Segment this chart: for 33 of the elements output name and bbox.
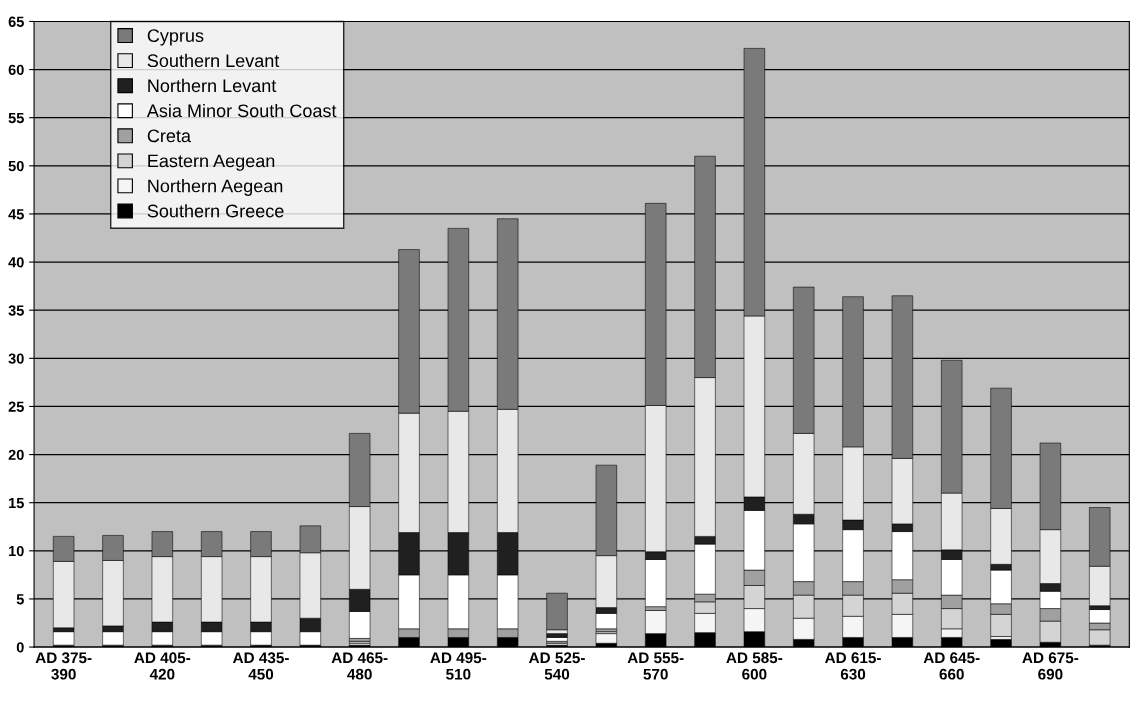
x-tick-label: AD 615- 630 [824, 652, 881, 680]
x-tick-label: AD 585- 600 [726, 652, 783, 680]
y-tick-label: 50 [8, 160, 24, 172]
legend-label: Asia Minor South Coast [146, 103, 337, 118]
x-tick-label: AD 405- 420 [134, 652, 191, 680]
y-tick-label: 60 [8, 64, 24, 75]
x-tick-label: AD 495- 510 [430, 652, 487, 680]
y-tick-label: 20 [8, 449, 24, 460]
legend-label: Southern Levant [147, 53, 280, 68]
y-tick-label: 40 [8, 257, 24, 268]
x-tick-label: AD 435- 450 [232, 652, 289, 680]
x-tick-label: AD 465- 480 [331, 652, 388, 680]
x-tick-label: AD 375- 390 [35, 652, 92, 680]
y-tick-label: 5 [16, 594, 24, 605]
legend-label: Eastern Aegean [148, 154, 275, 171]
y-tick-label: 35 [8, 305, 24, 316]
y-tick-label: 15 [9, 497, 24, 509]
y-tick-label: 45 [8, 209, 24, 220]
legend-label: Southern Greece [147, 204, 284, 218]
y-tick-label: 65 [8, 16, 24, 27]
x-tick-label: AD 675- 690 [1022, 652, 1079, 680]
x-tick-label: AD 645- 660 [923, 652, 980, 680]
y-tick-label: 25 [8, 401, 24, 412]
x-tick-label: AD 525- 540 [528, 652, 585, 680]
x-tick-label: AD 555- 570 [627, 652, 684, 680]
y-tick-label: 0 [16, 642, 24, 653]
y-tick-label: 55 [8, 112, 24, 124]
legend-label: Northern Levant [148, 78, 277, 93]
legend-label: Northern Aegean [148, 179, 283, 196]
y-tick-label: 30 [8, 353, 24, 364]
legend-label: Cyprus [147, 29, 204, 46]
legend-label: Creta [147, 129, 191, 143]
y-tick-label: 10 [9, 545, 24, 557]
